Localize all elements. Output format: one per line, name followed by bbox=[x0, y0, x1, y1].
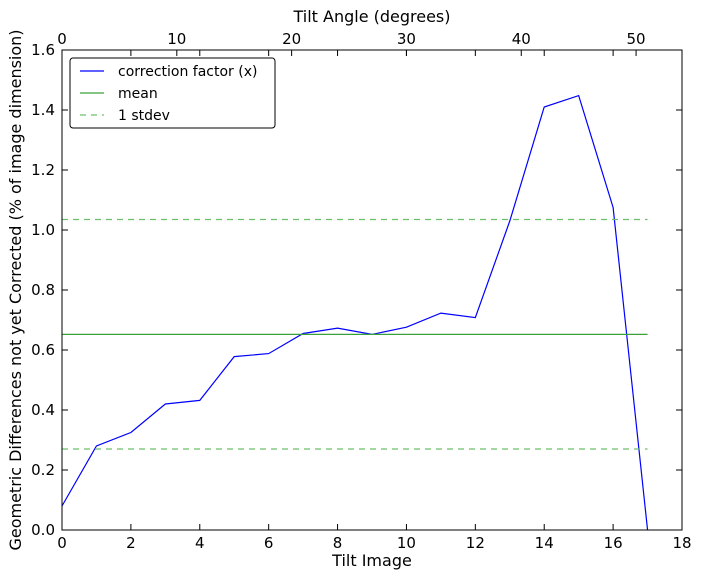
x-tick-label: 14 bbox=[535, 534, 554, 552]
x2-tick-label: 0 bbox=[57, 30, 67, 48]
plot-series bbox=[61, 94, 649, 531]
series-line-0 bbox=[61, 94, 649, 531]
y-tick-label: 0.6 bbox=[31, 341, 55, 359]
y-tick-label: 1.4 bbox=[31, 101, 55, 119]
y-tick-label: 1.2 bbox=[31, 161, 55, 179]
x2-tick-label: 10 bbox=[167, 30, 186, 48]
y-tick-label: 1.6 bbox=[31, 41, 55, 59]
y-tick-label: 0.0 bbox=[31, 521, 55, 539]
legend-box bbox=[69, 57, 276, 129]
legend: correction factor (x) mean 1 stdev bbox=[69, 57, 276, 129]
x-tick-label: 4 bbox=[195, 534, 205, 552]
legend-label-mean: mean bbox=[118, 86, 158, 102]
x-tick-label: 8 bbox=[333, 534, 343, 552]
x-axis-label: Tilt Image bbox=[331, 551, 412, 570]
y-tick-label: 0.4 bbox=[31, 401, 55, 419]
x-tick-label: 10 bbox=[397, 534, 416, 552]
y-tick-label: 1.0 bbox=[31, 221, 55, 239]
x-tick-label: 18 bbox=[672, 534, 691, 552]
y-tick-label: 0.2 bbox=[31, 461, 55, 479]
x2-tick-label: 30 bbox=[397, 30, 416, 48]
x-tick-label: 0 bbox=[57, 534, 67, 552]
x-tick-label: 6 bbox=[264, 534, 274, 552]
x-tick-label: 2 bbox=[126, 534, 136, 552]
x2-tick-label: 20 bbox=[282, 30, 301, 48]
legend-label-stdev: 1 stdev bbox=[118, 108, 170, 124]
x2-tick-label: 40 bbox=[512, 30, 531, 48]
legend-label-correction-factor: correction factor (x) bbox=[118, 64, 257, 80]
x-tick-label: 12 bbox=[466, 534, 485, 552]
y-axis-label: Geometric Differences not yet Corrected … bbox=[6, 29, 25, 550]
x-tick-label: 16 bbox=[604, 534, 623, 552]
top-x-axis-label: Tilt Angle (degrees) bbox=[292, 7, 450, 26]
axis-ticks: 0 2 4 6 8 10 12 14 16 18 0.0 0.2 0.4 0.6 0.8 1.0 1.2 1.4 1… bbox=[31, 30, 691, 552]
y-tick-label: 0.8 bbox=[31, 281, 55, 299]
x2-tick-label: 50 bbox=[627, 30, 646, 48]
